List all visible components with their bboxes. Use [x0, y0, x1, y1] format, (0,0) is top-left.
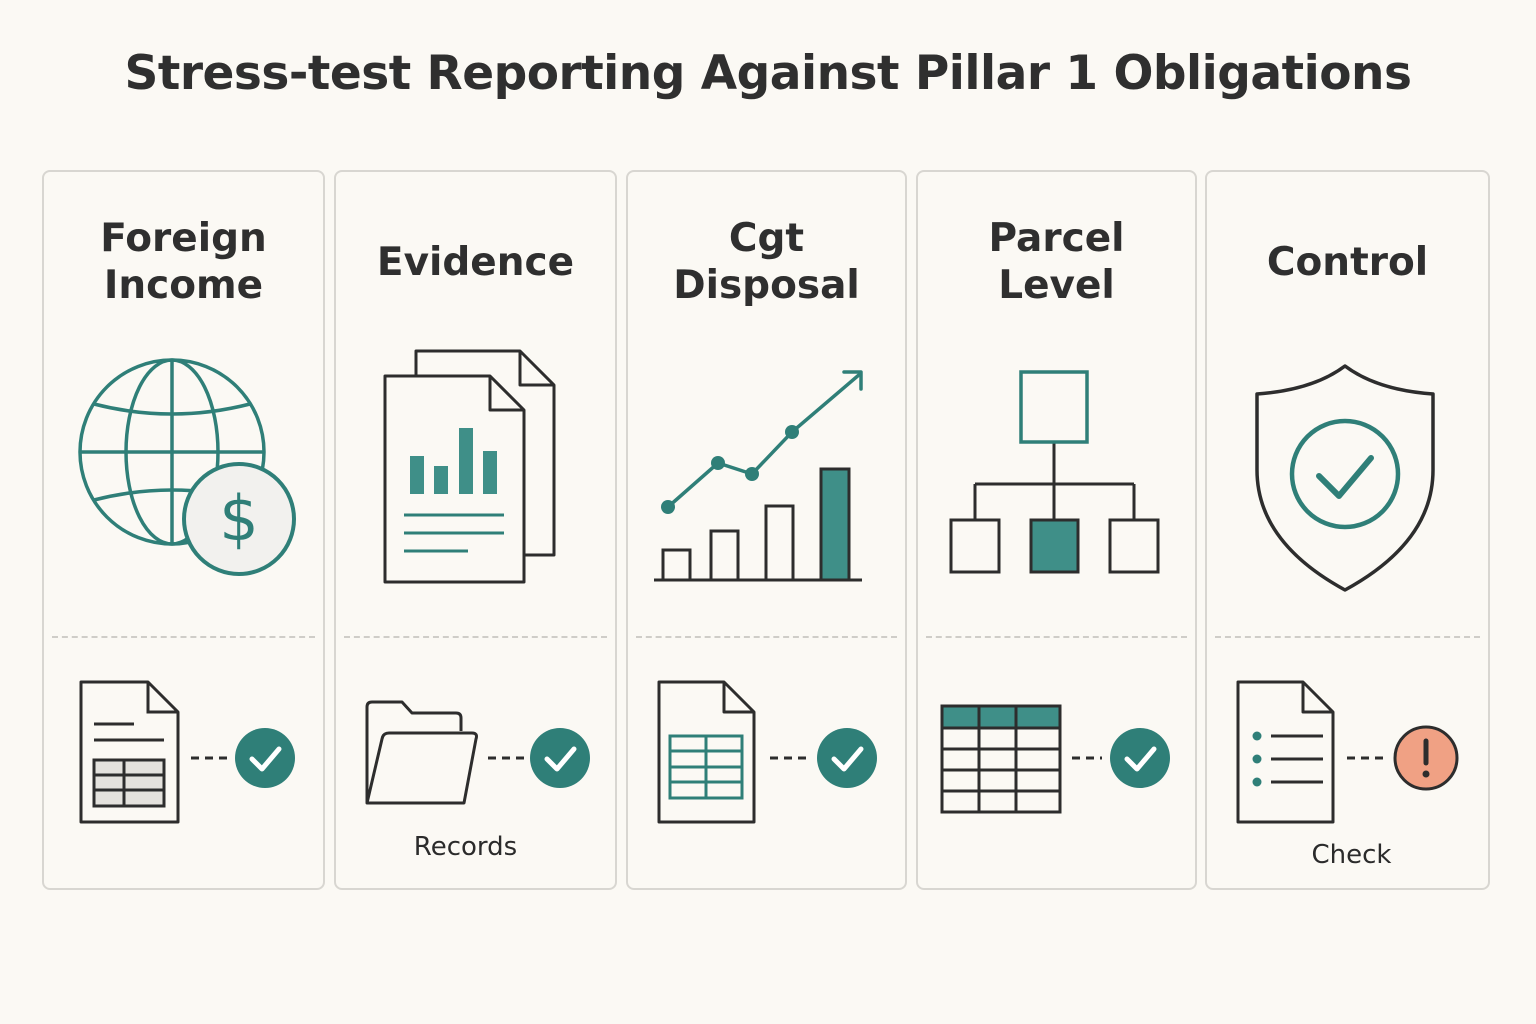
hierarchy-icon	[949, 370, 1160, 574]
table-document-icon	[657, 680, 756, 824]
folder-icon	[365, 700, 478, 805]
check-icon	[1072, 728, 1170, 788]
spreadsheet-document-icon	[79, 680, 180, 824]
grid-table-icon	[940, 704, 1062, 814]
divider	[926, 636, 1187, 638]
check-icon	[770, 728, 877, 788]
card-evidence: Evidence Records	[334, 170, 617, 890]
chart-documents-icon	[383, 349, 556, 584]
card-title: Parcel Level	[988, 216, 1125, 308]
divider	[1215, 636, 1480, 638]
divider	[344, 636, 607, 638]
divider	[636, 636, 897, 638]
svg-text:$: $	[219, 482, 258, 555]
check-icon	[488, 728, 590, 788]
divider	[52, 636, 315, 638]
card-foreign-income: Foreign Income $	[42, 170, 325, 890]
card-title: Control	[1266, 239, 1429, 285]
growth-chart-icon	[654, 370, 863, 582]
card-title: Foreign Income	[100, 216, 267, 308]
page-title: Stress-test Reporting Against Pillar 1 O…	[124, 46, 1412, 101]
card-caption: Check	[1311, 840, 1392, 870]
globe-dollar-icon: $	[78, 358, 296, 576]
alert-icon	[1347, 725, 1459, 791]
card-title: Evidence	[376, 239, 575, 285]
checklist-document-icon	[1236, 680, 1335, 824]
card-parcel-level: Parcel Level	[916, 170, 1197, 890]
card-caption: Records	[413, 832, 518, 862]
shield-check-icon	[1255, 364, 1435, 592]
card-cgt-disposal: Cgt Disposal	[626, 170, 907, 890]
check-icon	[191, 728, 295, 788]
card-title: Cgt Disposal	[673, 216, 860, 308]
card-control: Control Check	[1205, 170, 1490, 890]
